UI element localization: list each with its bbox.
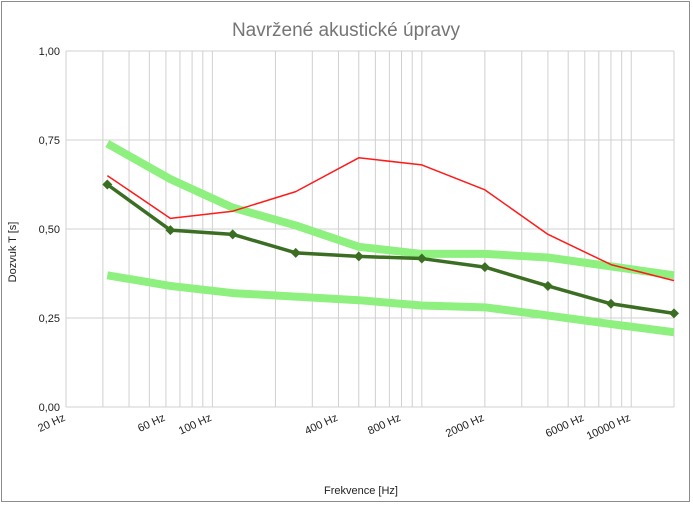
- y-tick-label: 0,50: [39, 224, 60, 236]
- series-4-marker: [669, 308, 679, 319]
- series-4-marker: [353, 251, 364, 262]
- y-tick-label: 1,00: [39, 46, 60, 58]
- series-4-marker: [542, 280, 553, 291]
- y-tick-label: 0,00: [39, 402, 60, 414]
- x-axis-title: Frekvence [Hz]: [324, 485, 398, 497]
- y-axis-title: Dozvuk T [s]: [7, 222, 19, 283]
- chart-title: Navržené akustické úpravy: [232, 20, 461, 41]
- x-tick-label: 60 Hz: [136, 412, 167, 435]
- series-4-marker: [605, 298, 616, 309]
- series-4-marker: [227, 229, 238, 240]
- series-4-marker: [290, 247, 301, 258]
- y-tick-label: 0,75: [39, 135, 60, 147]
- series-4-marker: [479, 262, 490, 273]
- grid: [65, 50, 675, 408]
- x-tick-label: 100 Hz: [177, 412, 214, 438]
- series-4-marker: [416, 253, 427, 264]
- series-line-2: [106, 271, 675, 337]
- x-tick-label: 400 Hz: [303, 412, 340, 438]
- x-tick-label: 10000 Hz: [585, 412, 633, 443]
- y-tick-labels: 0,00 0,25 0,50 0,75 1,00: [39, 46, 60, 414]
- x-tick-label: 800 Hz: [366, 412, 403, 438]
- x-tick-label: 2000 Hz: [444, 412, 486, 440]
- series-line-3: [106, 157, 675, 282]
- x-tick-labels: 20 Hz 60 Hz 100 Hz 400 Hz 800 Hz 2000 Hz 6000 …: [36, 412, 632, 443]
- y-tick-label: 0,25: [39, 313, 60, 325]
- series-line-1: [105, 140, 675, 280]
- series-4-marker: [102, 179, 113, 190]
- series-layer: [102, 140, 679, 337]
- series-4-marker: [165, 225, 176, 236]
- x-tick-label: 6000 Hz: [544, 412, 586, 440]
- series-line-4: [106, 183, 675, 316]
- x-tick-label: 20 Hz: [36, 412, 67, 435]
